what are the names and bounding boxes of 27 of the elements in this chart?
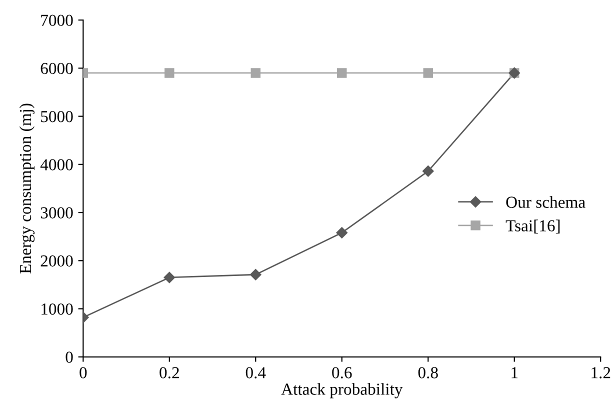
x-tick-label: 0.6 xyxy=(332,367,352,378)
y-tick-label: 6000 xyxy=(40,62,73,74)
point xyxy=(337,68,347,78)
y-tick-label: 1000 xyxy=(42,303,73,315)
y-tick-label: 3000 xyxy=(40,207,73,218)
point xyxy=(164,272,176,284)
point xyxy=(250,68,260,78)
point xyxy=(423,68,433,78)
legend-label: Our schema xyxy=(506,196,586,208)
x-tick-label: 0 xyxy=(80,367,87,378)
x-tick-label: 0.8 xyxy=(418,367,438,378)
x-tick-label: 1.2 xyxy=(592,367,610,378)
legend-label: Tsai[16] xyxy=(506,220,560,234)
y-tick-label: 5000 xyxy=(41,110,73,122)
y-tick-label: 7000 xyxy=(41,14,73,26)
x-tick-label: 1 xyxy=(512,367,518,378)
y-axis-title: Energy consumption (mj) xyxy=(19,104,35,274)
point xyxy=(422,166,434,177)
y-tick-label: 4000 xyxy=(40,159,73,170)
point xyxy=(336,227,348,238)
y-tick-label: 2000 xyxy=(40,255,73,267)
point xyxy=(164,68,174,78)
x-axis-title: Attack probability xyxy=(281,383,403,398)
point xyxy=(250,269,262,280)
x-tick-label: 0.2 xyxy=(160,367,179,378)
y-tick-label: 0 xyxy=(66,352,73,363)
x-tick-label: 0.4 xyxy=(246,367,266,378)
